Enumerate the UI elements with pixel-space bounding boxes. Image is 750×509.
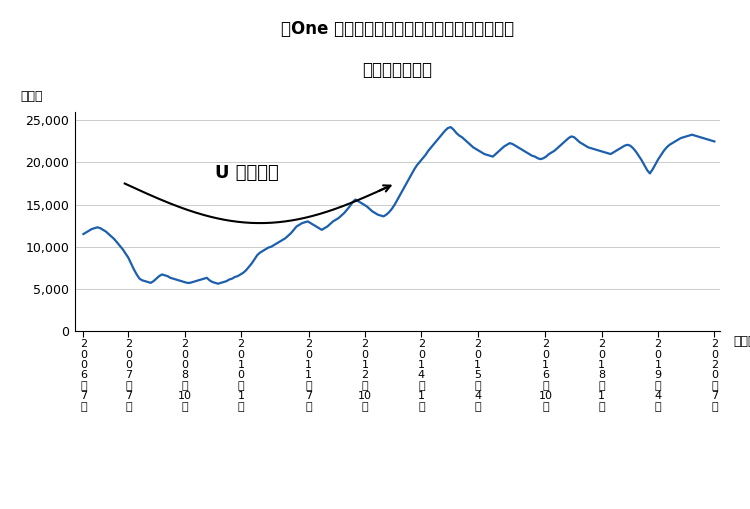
Text: （年月）: （年月） — [733, 335, 750, 348]
Text: （円）: （円） — [20, 90, 43, 103]
Text: U 字の動き: U 字の動き — [214, 164, 278, 182]
Text: 基準価額の推移: 基準価額の推移 — [362, 61, 433, 79]
Text: 「One 国内株オープン（愛称：自由演技）」の: 「One 国内株オープン（愛称：自由演技）」の — [281, 20, 514, 38]
